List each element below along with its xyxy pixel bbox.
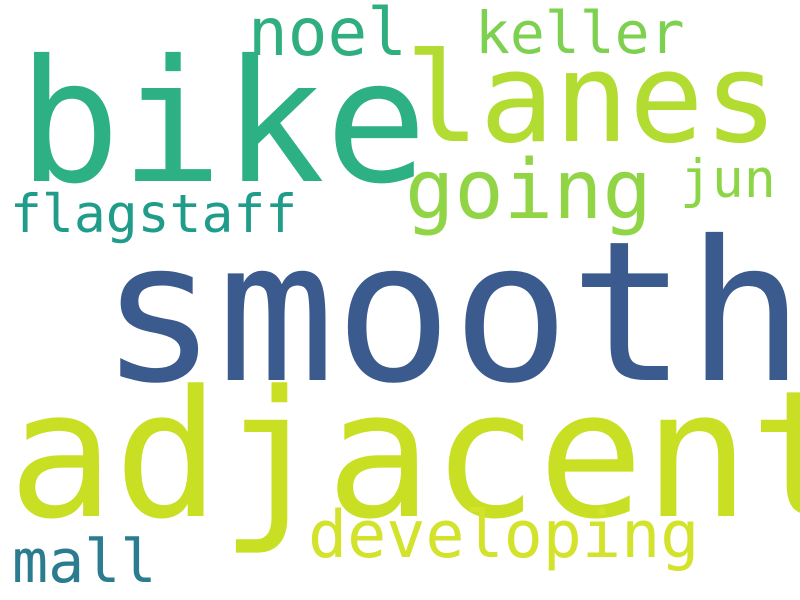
word-adjacent: adjacent [8, 353, 800, 558]
word-developing: developing [308, 498, 700, 573]
word-flagstaff: flagstaff [10, 184, 298, 245]
word-bike: bike [18, 24, 428, 222]
word-going: going [405, 143, 652, 238]
word-noel: noel [248, 0, 407, 71]
word-mall: mall [12, 527, 157, 597]
word-lanes: lanes [405, 27, 779, 171]
word-keller: keller [475, 0, 685, 67]
word-jun: jun [680, 149, 776, 210]
word-smooth: smooth [100, 199, 800, 426]
